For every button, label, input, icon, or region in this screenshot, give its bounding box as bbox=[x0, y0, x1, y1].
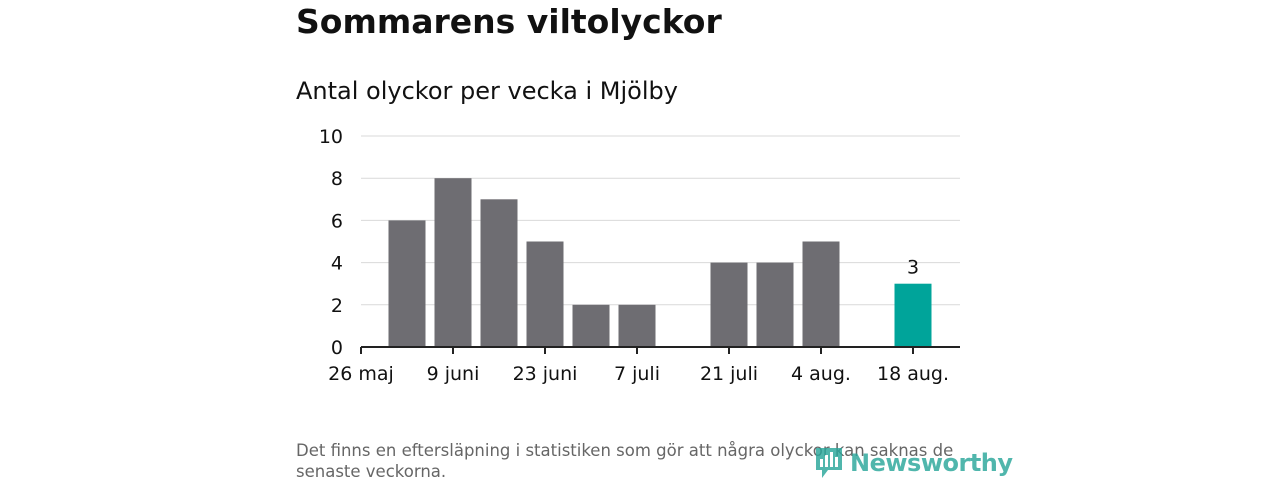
y-tick-label: 4 bbox=[331, 253, 343, 275]
logo-text: Newsworthy bbox=[850, 449, 1013, 477]
bar bbox=[618, 304, 656, 347]
newsworthy-logo-icon bbox=[816, 448, 842, 478]
bar-chart: 0 2 4 6 8 10 3 26 maj 9 juni 23 juni 7 juli 21 juli… bbox=[319, 126, 960, 385]
bar bbox=[710, 262, 748, 347]
newsworthy-logo: Newsworthy bbox=[814, 446, 1013, 480]
bars bbox=[388, 178, 932, 347]
chart-subtitle: Antal olyckor per vecka i Mjölby bbox=[296, 77, 678, 105]
bar bbox=[756, 262, 794, 347]
chart-title: Sommarens viltolyckor bbox=[296, 2, 722, 41]
bar bbox=[388, 220, 426, 347]
x-tick-label: 18 aug. bbox=[877, 363, 949, 385]
y-tick-label: 0 bbox=[331, 337, 343, 359]
y-tick-label: 2 bbox=[331, 295, 343, 317]
labels: 0 2 4 6 8 10 3 26 maj 9 juni 23 juni 7 juli 21 juli… bbox=[319, 126, 949, 385]
x-tick-label: 7 juli bbox=[614, 363, 660, 385]
x-tick-label: 9 juni bbox=[427, 363, 480, 385]
bar bbox=[894, 283, 932, 347]
bar bbox=[434, 178, 472, 347]
y-tick-label: 10 bbox=[319, 126, 343, 148]
y-tick-label: 8 bbox=[331, 168, 343, 190]
x-tick-label: 4 aug. bbox=[791, 363, 851, 385]
bar bbox=[480, 199, 518, 347]
axes bbox=[360, 346, 960, 354]
y-tick-label: 6 bbox=[331, 210, 343, 232]
x-tick-label: 23 juni bbox=[513, 363, 578, 385]
footnote: Det finns en eftersläpning i statistiken… bbox=[296, 441, 954, 481]
x-tick-label: 21 juli bbox=[700, 363, 758, 385]
data-label: 3 bbox=[907, 257, 919, 279]
bar bbox=[802, 241, 840, 347]
bar bbox=[526, 241, 564, 347]
x-tick-label: 26 maj bbox=[328, 363, 394, 385]
bar bbox=[572, 304, 610, 347]
